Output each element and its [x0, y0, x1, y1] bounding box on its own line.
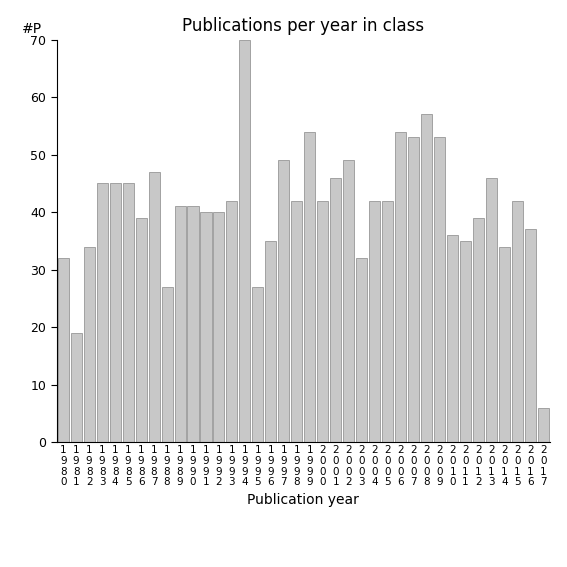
Bar — [175, 206, 185, 442]
Title: Publications per year in class: Publications per year in class — [182, 18, 425, 35]
Bar — [136, 218, 147, 442]
Bar — [188, 206, 198, 442]
Bar — [343, 160, 354, 442]
Bar — [473, 218, 484, 442]
Bar — [318, 201, 328, 442]
Bar — [149, 172, 159, 442]
Bar — [252, 287, 264, 442]
Bar — [512, 201, 523, 442]
Bar — [162, 287, 172, 442]
Bar — [213, 212, 225, 442]
Bar — [395, 132, 406, 442]
Bar — [499, 247, 510, 442]
Bar — [109, 184, 121, 442]
Bar — [408, 137, 419, 442]
Bar — [278, 160, 289, 442]
Bar — [382, 201, 393, 442]
Bar — [460, 241, 471, 442]
Bar — [304, 132, 315, 442]
Bar — [356, 258, 367, 442]
Bar — [96, 184, 108, 442]
Bar — [291, 201, 302, 442]
Text: #P: #P — [22, 22, 43, 36]
Bar — [58, 258, 69, 442]
Bar — [538, 408, 549, 442]
Bar — [486, 177, 497, 442]
Bar — [421, 115, 432, 442]
Bar — [122, 184, 134, 442]
Bar — [201, 212, 211, 442]
Bar — [525, 230, 536, 442]
Bar — [331, 177, 341, 442]
Bar — [265, 241, 276, 442]
Bar — [71, 333, 82, 442]
Bar — [434, 137, 445, 442]
Bar — [239, 40, 251, 442]
X-axis label: Publication year: Publication year — [247, 493, 359, 507]
Bar — [447, 235, 458, 442]
Bar — [84, 247, 95, 442]
Bar — [226, 201, 238, 442]
Bar — [369, 201, 380, 442]
